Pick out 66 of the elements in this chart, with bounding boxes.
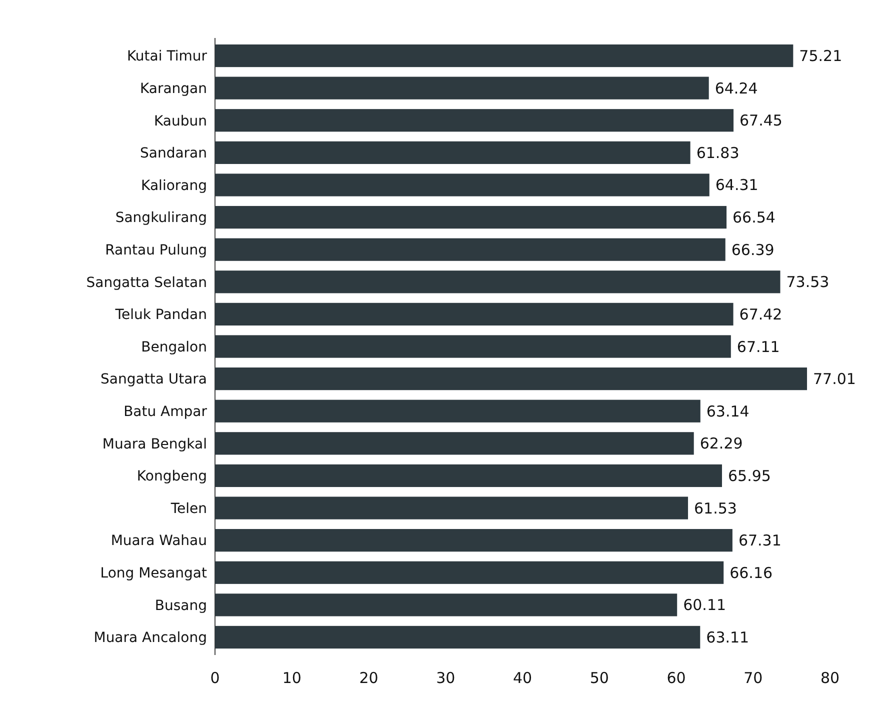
data-label: 73.53: [786, 273, 830, 292]
data-label: 61.53: [694, 499, 737, 518]
y-tick-label: Sangatta Utara: [100, 372, 207, 388]
data-label: 62.29: [700, 434, 743, 453]
data-label: 64.24: [714, 79, 758, 98]
bar: [215, 561, 724, 584]
x-tick-label: 70: [744, 669, 763, 687]
y-tick-label: Batu Ampar: [124, 404, 208, 420]
data-label: 67.31: [738, 532, 782, 550]
y-tick-label: Rantau Pulung: [105, 242, 207, 258]
y-tick-label: Sangatta Selatan: [86, 274, 207, 291]
data-label: 66.16: [730, 564, 773, 582]
y-tick-label: Long Mesangat: [100, 566, 208, 582]
data-label: 67.45: [740, 112, 782, 130]
bar: [215, 367, 808, 390]
y-tick-label: Sandaran: [140, 146, 207, 162]
data-label: 65.95: [728, 466, 771, 485]
bar: [215, 206, 727, 229]
y-tick-label: Busang: [154, 598, 207, 614]
y-tick-label: Telen: [170, 500, 207, 517]
y-tick-label: Muara Bengkal: [102, 436, 207, 452]
bar: [215, 594, 678, 616]
bar: [215, 302, 734, 326]
data-label: 66.54: [732, 208, 776, 227]
data-label: 60.11: [683, 596, 726, 614]
bar: [215, 432, 694, 455]
bar: [215, 496, 688, 520]
y-tick-label: Karangan: [140, 80, 207, 97]
data-label: 64.31: [715, 176, 758, 194]
bar: [215, 464, 722, 488]
bar: [215, 238, 726, 261]
x-tick-label: 10: [282, 669, 302, 687]
data-label: 67.11: [736, 338, 780, 356]
bar: [215, 109, 734, 132]
data-label: 63.14: [706, 402, 750, 420]
x-tick-label: 20: [359, 669, 378, 687]
bar: [215, 529, 732, 552]
bar: [215, 335, 731, 358]
y-tick-label: Kaubun: [154, 113, 207, 130]
bar: [215, 626, 700, 649]
bar: [215, 44, 794, 68]
data-label: 63.11: [706, 628, 750, 646]
x-tick-label: 30: [436, 669, 456, 687]
bar: [215, 400, 700, 422]
y-tick-label: Muara Ancalong: [94, 630, 207, 646]
x-tick-label: 80: [820, 669, 840, 687]
x-tick-label: 50: [590, 669, 609, 687]
y-tick-label: Sangkulirang: [115, 210, 207, 226]
x-tick-label: 0: [210, 669, 220, 687]
y-tick-label: Bengalon: [141, 339, 207, 356]
bar: [215, 270, 780, 294]
data-label: 66.39: [731, 240, 774, 259]
y-tick-label: Kongbeng: [136, 468, 207, 485]
data-label: 75.21: [799, 47, 842, 66]
data-label: 61.83: [696, 144, 740, 162]
y-tick-label: Kaliorang: [141, 178, 207, 194]
bar: [215, 174, 710, 196]
x-tick-label: 60: [666, 669, 686, 687]
y-tick-label: Kutai Timur: [126, 48, 208, 65]
data-label: 67.42: [739, 305, 782, 324]
y-tick-label: Teluk Pandan: [114, 307, 207, 324]
x-tick-label: 40: [512, 669, 532, 687]
bar: [215, 141, 690, 164]
data-label: 77.01: [813, 370, 856, 388]
bar: [215, 76, 709, 100]
y-tick-label: Muara Wahau: [110, 533, 207, 550]
